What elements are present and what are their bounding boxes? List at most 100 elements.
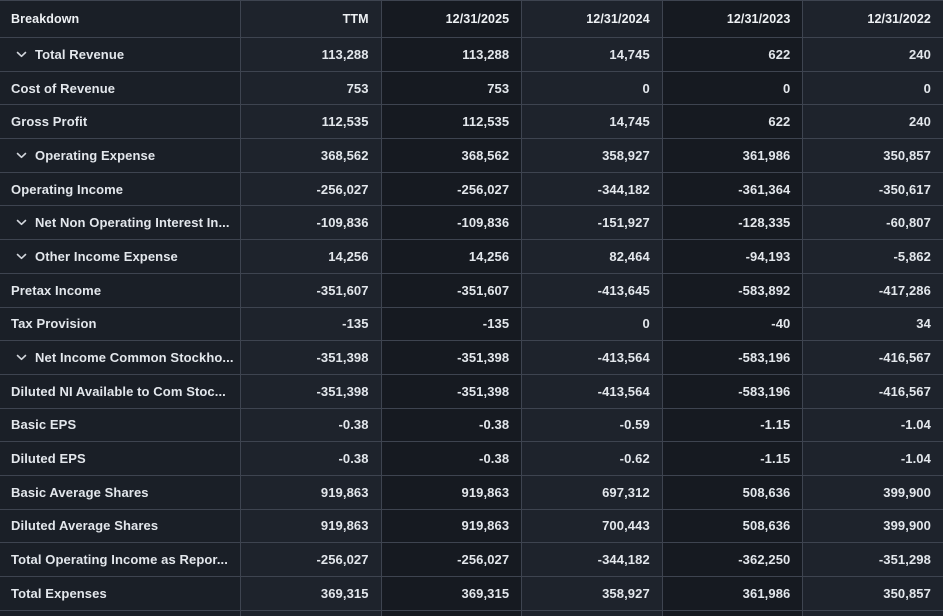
cell-value: 399,900 — [802, 475, 943, 509]
cell-value: -1.04 — [802, 408, 943, 442]
cell-value: -361,364 — [661, 172, 803, 206]
row-label: Cost of Revenue — [11, 80, 116, 96]
row-label-cell[interactable]: Operating Expense — [0, 139, 240, 172]
cell-value: -0.38 — [380, 408, 522, 442]
value-text: 622 — [768, 46, 791, 62]
value-text: 919,863 — [461, 518, 510, 534]
cell-value: -344,182 — [521, 172, 662, 206]
chevron-down-icon[interactable] — [16, 219, 27, 226]
value-text: -362,250 — [738, 552, 791, 568]
cell-value — [661, 610, 803, 616]
header-cell-date: 12/31/2024 — [521, 1, 662, 37]
value-text: 368,562 — [461, 147, 510, 163]
table-row: Total Revenue 113,288 113,288 14,745 622 240 — [0, 38, 943, 72]
cell-value — [521, 610, 662, 616]
header-cell-ttm: TTM — [240, 1, 381, 37]
value-text: 14,745 — [609, 46, 650, 62]
value-text: -0.38 — [338, 417, 369, 433]
cell-value: 240 — [802, 105, 943, 139]
cell-value: -351,298 — [802, 543, 943, 576]
cell-value: -1.15 — [661, 408, 803, 442]
cell-value: 240 — [802, 38, 943, 71]
chevron-down-icon[interactable] — [16, 51, 27, 58]
cell-value: 0 — [521, 71, 662, 105]
row-label-cell: Gross Profit — [0, 105, 240, 139]
cell-value: -256,027 — [240, 172, 381, 206]
row-label: Net Non Operating Interest In... — [35, 215, 230, 231]
cell-value: 700,443 — [521, 509, 662, 543]
cell-value: -351,398 — [380, 341, 522, 374]
cell-value: 919,863 — [240, 509, 381, 543]
cell-value: -135 — [380, 307, 522, 341]
table-row: Operating Expense 368,562 368,562 358,927 36… — [0, 139, 943, 173]
row-label: Tax Provision — [11, 316, 97, 332]
value-text: -361,364 — [738, 181, 791, 197]
value-text: -583,892 — [738, 282, 791, 298]
value-text: -135 — [482, 316, 510, 332]
value-text: -0.38 — [338, 451, 369, 467]
value-text: -1.15 — [760, 451, 791, 467]
value-text: -0.62 — [619, 451, 650, 467]
value-text: 358,927 — [602, 147, 650, 163]
value-text: -351,398 — [316, 383, 369, 399]
cell-value: -351,607 — [380, 273, 522, 307]
value-text: 697,312 — [602, 484, 650, 500]
chevron-down-icon[interactable] — [16, 253, 27, 260]
value-text: 508,636 — [742, 484, 791, 500]
table-row: Tax Provision -135 -135 0 -40 34 — [0, 307, 943, 342]
row-label-cell[interactable]: Total Revenue — [0, 38, 240, 71]
cell-value: -0.59 — [521, 408, 662, 442]
cell-value: 919,863 — [380, 475, 522, 509]
header-label: TTM — [342, 12, 369, 26]
row-label-cell[interactable]: Other Income Expense — [0, 240, 240, 273]
table-header-row: Breakdown TTM 12/31/2025 12/31/2024 12/3… — [0, 1, 943, 38]
value-text: 240 — [908, 114, 931, 130]
value-text: 14,745 — [609, 114, 650, 130]
cell-value: -0.38 — [380, 442, 522, 475]
header-label: 12/31/2023 — [726, 12, 791, 26]
value-text: 368,562 — [320, 147, 369, 163]
table-row: Diluted EPS -0.38 -0.38 -0.62 -1.15 -1.04 — [0, 442, 943, 476]
row-label: Diluted NI Available to Com Stoc... — [11, 383, 226, 399]
table-row: Diluted NI Available to Com Stoc... -351,… — [0, 374, 943, 409]
value-text: -413,564 — [597, 383, 650, 399]
cell-value: 368,562 — [240, 139, 381, 172]
value-text: -413,564 — [597, 350, 650, 366]
value-text: -0.38 — [479, 417, 510, 433]
row-label-cell[interactable]: Net Income Common Stockho... — [0, 341, 240, 374]
cell-value: -1.04 — [802, 442, 943, 475]
chevron-down-icon[interactable] — [16, 152, 27, 159]
value-text: -256,027 — [457, 552, 510, 568]
cell-value: -128,335 — [661, 206, 803, 240]
value-text: 350,857 — [883, 585, 931, 601]
value-text: -416,567 — [878, 350, 931, 366]
cell-value: -0.62 — [521, 442, 662, 475]
cell-value: 14,745 — [521, 38, 662, 71]
value-text: 919,863 — [461, 484, 510, 500]
cell-value: -5,862 — [802, 240, 943, 273]
cell-value: 112,535 — [240, 105, 381, 139]
value-text: 919,863 — [320, 484, 369, 500]
table-row: Operating Income -256,027 -256,027 -344,182… — [0, 172, 943, 207]
value-text: -256,027 — [316, 552, 369, 568]
cell-value: 369,315 — [380, 577, 522, 610]
value-text: -151,927 — [597, 215, 650, 231]
cell-value: 368,562 — [380, 139, 522, 172]
row-label-cell: Diluted Average Shares — [0, 509, 240, 543]
cell-value: 369,315 — [240, 577, 381, 610]
value-text: -109,836 — [316, 215, 369, 231]
cell-value: 919,863 — [380, 509, 522, 543]
table-row: Net Income Common Stockho... -351,398 -351… — [0, 341, 943, 375]
value-text: -5,862 — [893, 248, 931, 264]
cell-value: -350,617 — [802, 172, 943, 206]
row-label: Total Revenue — [35, 46, 125, 62]
cell-value: -362,250 — [661, 543, 803, 576]
chevron-down-icon[interactable] — [16, 354, 27, 361]
table-row: Total Operating Income as Repor... -256,0… — [0, 543, 943, 577]
header-cell-date: 12/31/2025 — [380, 1, 522, 37]
value-text: 113,288 — [321, 46, 369, 62]
value-text: 34 — [916, 316, 931, 332]
cell-value: -256,027 — [380, 543, 522, 576]
row-label-cell[interactable]: Net Non Operating Interest In... — [0, 206, 240, 240]
cell-value: -351,398 — [380, 374, 522, 408]
